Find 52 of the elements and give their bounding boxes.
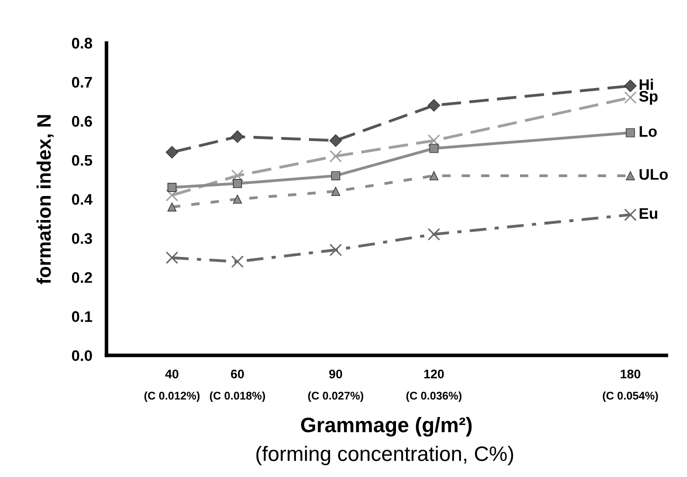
point [428,228,440,241]
point [624,208,637,222]
point [331,186,340,196]
point [231,130,244,143]
point [167,202,176,212]
x-tick-label: 180 [620,370,640,378]
text: (C 0.027%) [308,391,364,402]
point [624,80,637,92]
point [329,134,342,147]
point [626,128,635,138]
x-tick-label: 90 [329,370,342,378]
point [232,194,242,204]
y-tick-label: 0.3 [72,233,92,244]
y-axis-title: formation index, N [36,115,54,284]
y-tick-label: 0.1 [72,311,92,322]
point [167,182,176,192]
text: (forming concentration, C%) [256,446,514,466]
y-tick-label: 0.7 [72,76,92,88]
point [429,171,438,180]
series-label: ULo [640,169,668,180]
series-label: Eu [640,208,658,219]
text: (C 0.054%) [602,391,658,402]
y-tick-label: 0.4 [72,194,93,205]
point [331,171,340,180]
point [329,244,342,256]
text: (C 0.018%) [210,391,266,402]
x-tick-label: 120 [424,370,444,378]
text: (C 0.012%) [144,391,200,402]
y-tick-label: 0.5 [72,154,92,166]
point [166,146,178,159]
point [231,169,244,182]
point [231,255,244,268]
y-tick-label: 0.2 [72,272,92,283]
series-label: Lo [640,126,657,137]
x-axis-title: Grammage (g/m²) [301,417,472,437]
series-label: Sp [639,90,658,105]
point [166,188,178,202]
series-label: Hi [640,78,653,90]
point [329,150,342,162]
point [428,99,440,112]
x-tick-label: 60 [230,370,244,378]
text: (C 0.036%) [406,391,462,402]
y-tick-label: 0.8 [72,38,92,49]
point [624,91,637,104]
point [428,134,440,147]
y-tick-label: 0.6 [72,116,92,127]
point [232,179,242,188]
point [626,171,635,180]
point [166,251,178,264]
x-tick-label: 40 [165,370,178,378]
point [429,144,438,153]
y-tick-label: 0.0 [72,350,92,362]
